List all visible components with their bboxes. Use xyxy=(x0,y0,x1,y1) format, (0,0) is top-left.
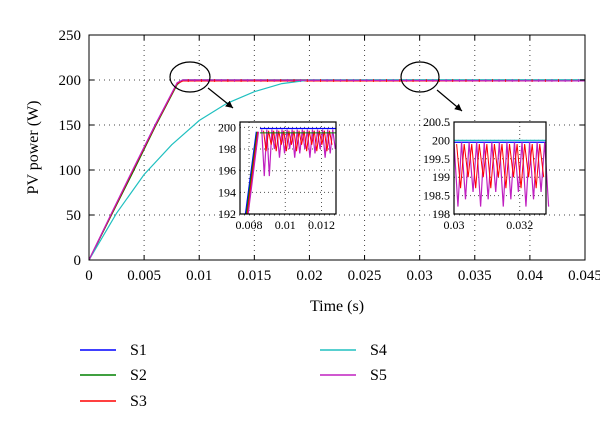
inset-y-tick-label: 198 xyxy=(432,207,450,221)
y-axis-label: PV power (W) xyxy=(25,101,42,195)
inset-rise-line xyxy=(246,131,259,215)
inset-y-tick-label: 196 xyxy=(218,164,236,178)
inset-rise-line xyxy=(245,131,258,215)
inset-oscillation-s3 xyxy=(456,144,545,189)
x-tick-label: 0.015 xyxy=(237,268,271,284)
inset-frame xyxy=(239,121,337,215)
y-tick-label: 200 xyxy=(59,73,82,89)
zoom-arrow xyxy=(207,87,234,109)
y-tick-label: 0 xyxy=(74,253,82,269)
inset-y-tick-label: 199.5 xyxy=(423,152,450,166)
y-tick-label: 100 xyxy=(59,163,82,179)
inset-y-tick-label: 200 xyxy=(218,120,236,134)
x-axis-label: Time (s) xyxy=(310,298,364,315)
inset-y-tick-label: 200 xyxy=(432,133,450,147)
inset-y-tick-label: 198 xyxy=(218,142,236,156)
series-line-s5 xyxy=(88,79,586,261)
x-tick-label: 0.04 xyxy=(517,268,544,284)
inset-x-tick-label: 0.03 xyxy=(444,218,465,232)
x-tick-label: 0.025 xyxy=(348,268,382,284)
inset-x-tick-label: 0.008 xyxy=(236,218,263,232)
legend-label-s5: S5 xyxy=(370,367,387,384)
series-line-s4 xyxy=(88,79,585,261)
y-tick-label: 250 xyxy=(59,28,82,44)
legend-label-s2: S2 xyxy=(130,367,147,384)
inset-x-tick-label: 0.01 xyxy=(275,218,296,232)
zoom-circle xyxy=(400,61,440,93)
inset-y-tick-label: 194 xyxy=(218,185,236,199)
inset-y-tick-label: 192 xyxy=(218,207,236,221)
y-tick-label: 50 xyxy=(66,208,81,224)
inset-oscillation-s5 xyxy=(261,129,336,177)
legend-label-s3: S3 xyxy=(130,393,147,410)
y-tick-label: 150 xyxy=(59,118,82,134)
legend-label-s1: S1 xyxy=(130,342,147,359)
inset-rise-line xyxy=(244,131,257,215)
x-tick-label: 0 xyxy=(85,268,93,284)
inset-y-tick-label: 198.5 xyxy=(423,189,450,203)
inset-x-tick-label: 0.032 xyxy=(506,218,533,232)
inset-y-tick-label: 199 xyxy=(432,170,450,184)
x-tick-label: 0.01 xyxy=(186,268,212,284)
inset-oscillation-s3 xyxy=(263,130,333,152)
x-tick-label: 0.03 xyxy=(407,268,433,284)
x-tick-label: 0.02 xyxy=(296,268,322,284)
x-tick-label: 0.005 xyxy=(127,268,161,284)
inset-x-tick-label: 0.012 xyxy=(308,218,335,232)
zoom-circle xyxy=(169,61,211,93)
inset-rise-line xyxy=(247,131,260,215)
inset-frame xyxy=(453,121,547,215)
inset-oscillation-s5 xyxy=(453,142,550,207)
x-tick-label: 0.035 xyxy=(458,268,492,284)
plot-frame xyxy=(88,34,586,261)
zoom-arrow xyxy=(436,89,463,112)
legend-label-s4: S4 xyxy=(370,342,387,359)
x-tick-label: 0.045 xyxy=(568,268,600,284)
inset-y-tick-label: 200.5 xyxy=(423,115,450,129)
